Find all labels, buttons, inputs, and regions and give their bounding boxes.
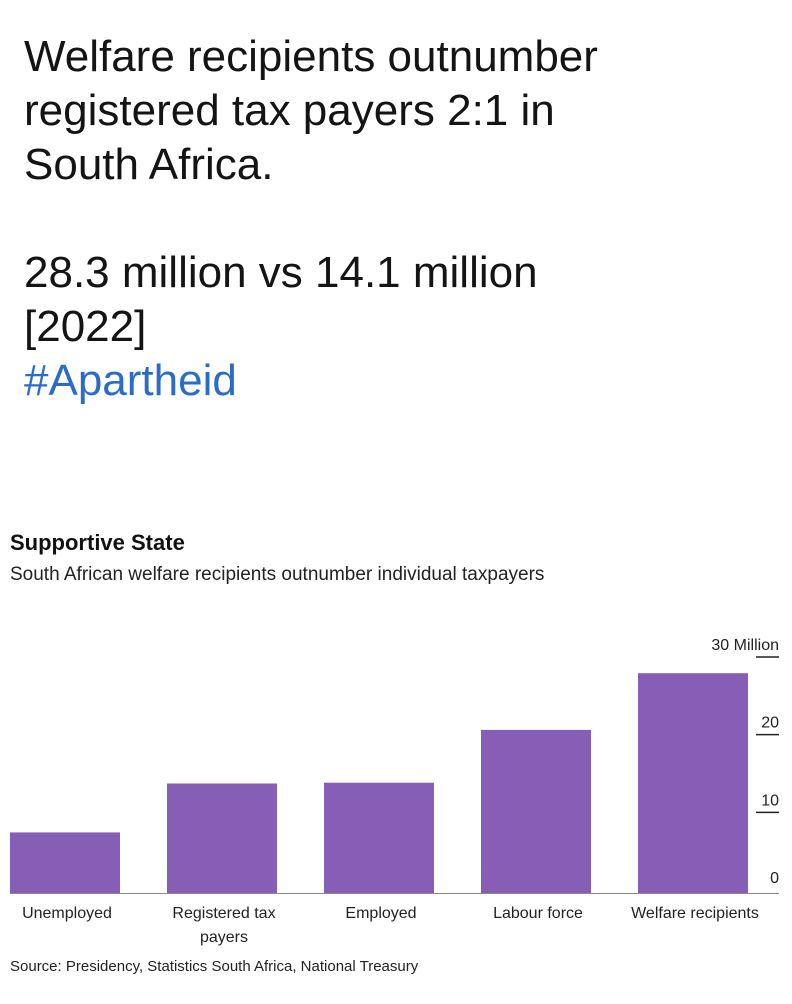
bar-4	[638, 673, 748, 893]
chart-source: Source: Presidency, Statistics South Afr…	[10, 958, 419, 975]
post-line-3: South Africa.	[24, 140, 274, 189]
y-tick-label-2: 20	[761, 715, 779, 732]
post-stat-line-1: 28.3 million vs 14.1 million	[24, 248, 538, 297]
y-tick-label-3: 30 Million	[711, 637, 779, 654]
y-tick-label-1: 10	[761, 792, 779, 809]
post-text: Welfare recipients outnumber registered …	[24, 30, 764, 408]
y-tick-label-0: 0	[770, 870, 779, 887]
category-label-3: Labour force	[493, 905, 583, 922]
category-label-1-line-2: payers	[200, 929, 248, 946]
post-spacer	[24, 192, 764, 246]
chart-subtitle: South African welfare recipients outnumb…	[10, 564, 545, 585]
hashtag-link[interactable]: #Apartheid	[24, 356, 237, 405]
bar-chart: 0 10 20 30 Million Unemployed Registered tax p…	[10, 637, 779, 946]
category-label-2: Employed	[345, 905, 416, 922]
post-line-1: Welfare recipients outnumber	[24, 32, 598, 81]
bar-1	[167, 783, 277, 893]
bar-2	[324, 782, 434, 893]
chart-title: Supportive State	[10, 530, 185, 555]
category-label-1: Registered tax	[172, 905, 275, 922]
category-label-0: Unemployed	[22, 905, 112, 922]
bar-3	[481, 729, 591, 893]
post-stat-line-2: [2022]	[24, 302, 147, 351]
post-line-2: registered tax payers 2:1 in	[24, 86, 555, 135]
category-label-4: Welfare recipients	[631, 905, 759, 922]
bar-0	[10, 832, 120, 893]
